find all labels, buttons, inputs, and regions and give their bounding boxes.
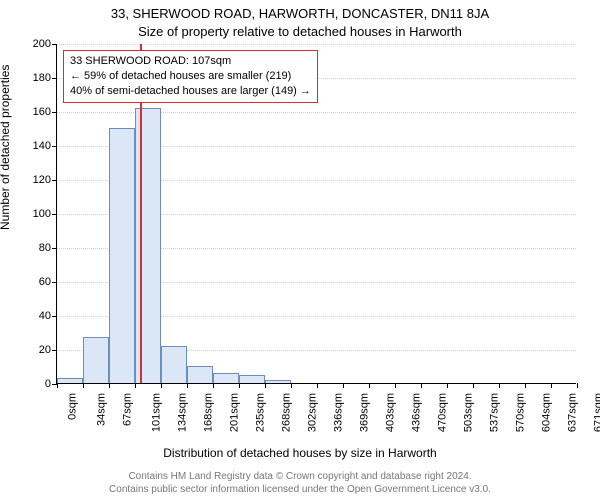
x-tick-mark bbox=[57, 383, 58, 388]
x-tick-label: 268sqm bbox=[277, 393, 293, 432]
y-tick-label: 20 bbox=[39, 344, 57, 356]
x-tick-mark bbox=[213, 383, 214, 388]
histogram-bar bbox=[109, 128, 135, 383]
y-axis-label: Number of detached properties bbox=[0, 65, 12, 230]
annotation-box: 33 SHERWOOD ROAD: 107sqm← 59% of detache… bbox=[63, 50, 318, 103]
chart-container: 33, SHERWOOD ROAD, HARWORTH, DONCASTER, … bbox=[0, 0, 600, 500]
y-tick-label: 200 bbox=[33, 38, 57, 50]
x-tick-label: 604sqm bbox=[537, 393, 553, 432]
page-subtitle: Size of property relative to detached ho… bbox=[0, 24, 600, 39]
x-tick-label: 503sqm bbox=[459, 393, 475, 432]
x-tick-label: 436sqm bbox=[407, 393, 423, 432]
attribution-line-2: Contains public sector information licen… bbox=[0, 484, 600, 497]
x-tick-mark bbox=[265, 383, 266, 388]
x-tick-mark bbox=[187, 383, 188, 388]
x-tick-mark bbox=[343, 383, 344, 388]
x-tick-label: 0sqm bbox=[62, 393, 78, 420]
x-tick-mark bbox=[109, 383, 110, 388]
x-tick-label: 201sqm bbox=[225, 393, 241, 432]
y-tick-label: 140 bbox=[33, 140, 57, 152]
x-tick-label: 336sqm bbox=[329, 393, 345, 432]
histogram-bar bbox=[161, 346, 187, 383]
x-axis-label: Distribution of detached houses by size … bbox=[0, 446, 600, 460]
histogram-bar bbox=[83, 337, 109, 383]
y-tick-label: 120 bbox=[33, 174, 57, 186]
histogram-bar bbox=[265, 380, 291, 383]
gridline bbox=[57, 44, 576, 45]
y-tick-label: 180 bbox=[33, 72, 57, 84]
x-tick-mark bbox=[161, 383, 162, 388]
attribution-line-1: Contains HM Land Registry data © Crown c… bbox=[0, 471, 600, 484]
x-tick-label: 637sqm bbox=[563, 393, 579, 432]
x-tick-mark bbox=[317, 383, 318, 388]
x-tick-mark bbox=[369, 383, 370, 388]
y-tick-label: 160 bbox=[33, 106, 57, 118]
x-tick-mark bbox=[525, 383, 526, 388]
x-tick-mark bbox=[499, 383, 500, 388]
x-tick-label: 34sqm bbox=[92, 393, 108, 426]
x-tick-mark bbox=[135, 383, 136, 388]
histogram-bar bbox=[57, 378, 83, 383]
plot-area: 0204060801001201401601802000sqm34sqm67sq… bbox=[56, 44, 576, 384]
x-tick-mark bbox=[239, 383, 240, 388]
x-tick-mark bbox=[473, 383, 474, 388]
x-tick-label: 67sqm bbox=[118, 393, 134, 426]
y-tick-label: 0 bbox=[45, 378, 57, 390]
y-tick-label: 40 bbox=[39, 310, 57, 322]
x-tick-mark bbox=[395, 383, 396, 388]
x-tick-mark bbox=[447, 383, 448, 388]
histogram-bar bbox=[239, 375, 265, 384]
annotation-line: 40% of semi-detached houses are larger (… bbox=[70, 84, 311, 99]
histogram-bar bbox=[135, 108, 161, 383]
x-tick-label: 570sqm bbox=[511, 393, 527, 432]
y-tick-label: 80 bbox=[39, 242, 57, 254]
y-tick-label: 100 bbox=[33, 208, 57, 220]
histogram-bar bbox=[187, 366, 213, 383]
x-tick-label: 537sqm bbox=[485, 393, 501, 432]
x-tick-label: 101sqm bbox=[147, 393, 163, 432]
x-tick-label: 302sqm bbox=[303, 393, 319, 432]
x-tick-label: 134sqm bbox=[173, 393, 189, 432]
x-tick-label: 168sqm bbox=[199, 393, 215, 432]
x-tick-mark bbox=[551, 383, 552, 388]
annotation-line: 33 SHERWOOD ROAD: 107sqm bbox=[70, 54, 311, 69]
x-tick-mark bbox=[577, 383, 578, 388]
x-tick-mark bbox=[291, 383, 292, 388]
x-tick-label: 369sqm bbox=[355, 393, 371, 432]
x-tick-mark bbox=[83, 383, 84, 388]
plot-inner: 0204060801001201401601802000sqm34sqm67sq… bbox=[56, 44, 576, 384]
histogram-bar bbox=[213, 373, 239, 383]
annotation-line: ← 59% of detached houses are smaller (21… bbox=[70, 69, 311, 84]
x-tick-mark bbox=[421, 383, 422, 388]
x-tick-label: 470sqm bbox=[433, 393, 449, 432]
x-tick-label: 235sqm bbox=[251, 393, 267, 432]
x-tick-label: 671sqm bbox=[589, 393, 600, 432]
x-tick-label: 403sqm bbox=[381, 393, 397, 432]
attribution-footer: Contains HM Land Registry data © Crown c… bbox=[0, 471, 600, 496]
y-tick-label: 60 bbox=[39, 276, 57, 288]
page-title: 33, SHERWOOD ROAD, HARWORTH, DONCASTER, … bbox=[0, 6, 600, 21]
